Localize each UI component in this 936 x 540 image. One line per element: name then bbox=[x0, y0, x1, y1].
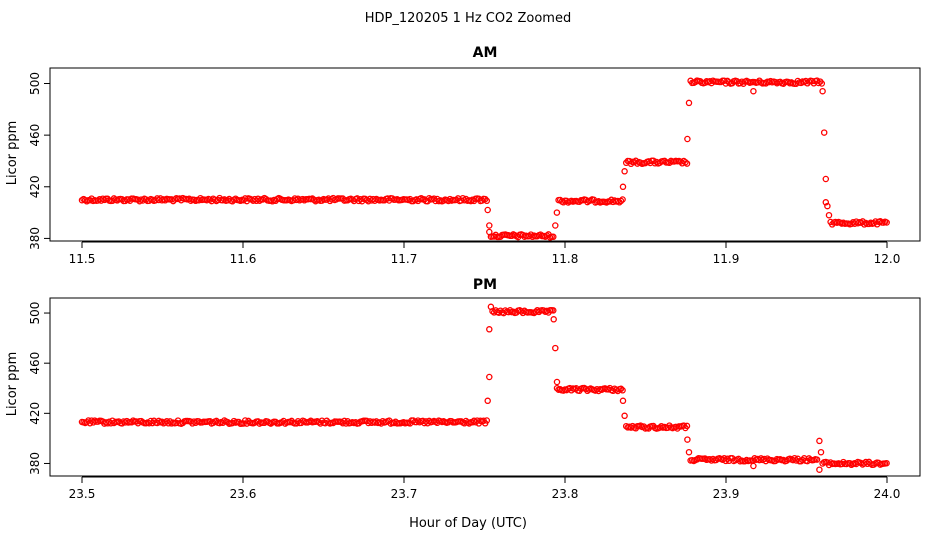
pm-data-point bbox=[470, 417, 478, 425]
pm-data-point bbox=[883, 459, 890, 467]
am-data-point bbox=[483, 197, 491, 205]
am-data-point bbox=[883, 219, 890, 226]
am-data-point bbox=[467, 197, 475, 205]
am-y-tick-label: 420 bbox=[28, 175, 42, 198]
am-transition-point bbox=[822, 199, 830, 206]
pm-y-tick-label: 380 bbox=[28, 452, 42, 475]
am-data-point bbox=[481, 195, 489, 203]
pm-transition-point bbox=[487, 303, 495, 311]
figure-title: HDP_120205 1 Hz CO2 Zoomed bbox=[365, 11, 571, 26]
pm-data-point bbox=[757, 455, 765, 462]
am-transition-point bbox=[484, 206, 491, 214]
am-x-tick-label: 11.7 bbox=[391, 252, 418, 266]
am-data-point bbox=[550, 233, 557, 241]
pm-transition-point bbox=[484, 397, 491, 405]
pm-x-tick-label: 23.6 bbox=[230, 487, 257, 501]
am-y-tick-label: 460 bbox=[28, 124, 42, 147]
pm-transition-point bbox=[816, 466, 823, 473]
pm-y-tick-label: 420 bbox=[28, 402, 42, 425]
pm-data-points bbox=[78, 303, 890, 473]
pm-data-point bbox=[813, 456, 821, 463]
am-x-tick-label: 11.6 bbox=[230, 252, 257, 266]
am-transition-point bbox=[819, 87, 826, 95]
am-data-point bbox=[682, 158, 689, 166]
pm-transition-point bbox=[619, 397, 627, 405]
pm-y-tick-label: 500 bbox=[28, 302, 42, 325]
am-transition-point bbox=[552, 222, 559, 229]
pm-transition-point bbox=[552, 344, 559, 352]
pm-transition-point bbox=[486, 373, 493, 381]
pm-transition-point bbox=[553, 378, 561, 386]
pm-transition-point bbox=[685, 448, 693, 456]
am-transition-point bbox=[822, 175, 830, 183]
am-transition-point bbox=[824, 202, 831, 210]
pm-transition-point bbox=[684, 436, 691, 443]
am-transition-point bbox=[750, 87, 757, 95]
am-transition-point bbox=[685, 99, 693, 107]
pm-x-tick-label: 24.0 bbox=[874, 487, 901, 501]
pm-y-tick-label: 460 bbox=[28, 352, 42, 375]
am-y-axis: 380 420 460 500 bbox=[28, 72, 51, 250]
am-transition-point bbox=[684, 135, 691, 143]
pm-transition-point bbox=[486, 326, 493, 333]
am-plot-frame bbox=[49, 67, 921, 242]
am-y-tick-label: 380 bbox=[28, 227, 42, 250]
pm-data-point bbox=[550, 307, 557, 314]
pm-data-point bbox=[155, 417, 163, 425]
pm-data-point bbox=[683, 422, 691, 430]
pm-transition-point bbox=[817, 448, 825, 456]
am-data-point bbox=[815, 79, 822, 87]
am-x-tick-label: 11.9 bbox=[713, 252, 740, 266]
pm-x-axis: 23.5 23.6 23.7 23.8 23.9 24.0 bbox=[69, 476, 901, 501]
pm-transition-point bbox=[816, 437, 823, 445]
am-transition-point bbox=[825, 211, 833, 219]
am-transition-point bbox=[486, 228, 493, 236]
am-data-point bbox=[619, 196, 626, 203]
pm-data-point bbox=[104, 420, 111, 427]
pm-x-tick-label: 23.5 bbox=[69, 487, 96, 501]
am-data-points bbox=[78, 77, 890, 241]
am-panel: AM Licor ppm 11.5 11.6 11.7 11.8 11.9 12.0 38… bbox=[5, 45, 921, 266]
am-x-axis: 11.5 11.6 11.7 11.8 11.9 12.0 bbox=[69, 241, 901, 266]
am-transition-point bbox=[553, 209, 561, 216]
am-y-axis-label: Licor ppm bbox=[5, 121, 20, 186]
am-data-point bbox=[683, 160, 691, 167]
pm-data-point bbox=[617, 385, 625, 393]
pm-data-point bbox=[465, 420, 473, 427]
pm-data-point bbox=[483, 417, 491, 424]
pm-transition-point bbox=[621, 412, 628, 420]
am-x-tick-label: 11.5 bbox=[69, 252, 96, 266]
pm-y-axis-label: Licor ppm bbox=[5, 352, 20, 417]
am-data-point bbox=[136, 197, 143, 205]
am-y-tick-label: 500 bbox=[28, 72, 42, 95]
pm-x-tick-label: 23.7 bbox=[391, 487, 418, 501]
pm-x-tick-label: 23.9 bbox=[713, 487, 740, 501]
am-data-point bbox=[256, 197, 263, 204]
pm-panel: PM Licor ppm 23.5 23.6 23.7 23.8 23.9 24.0 38… bbox=[5, 277, 921, 501]
am-transition-point bbox=[820, 129, 828, 136]
am-transition-point bbox=[486, 222, 493, 229]
am-panel-title: AM bbox=[473, 45, 498, 61]
pm-data-point bbox=[619, 387, 626, 394]
pm-data-point bbox=[637, 422, 644, 429]
pm-transition-point bbox=[750, 462, 757, 470]
pm-transition-point bbox=[550, 316, 557, 323]
pm-plot-frame bbox=[49, 297, 921, 477]
am-transition-point bbox=[619, 183, 627, 191]
pm-y-axis: 380 420 460 500 bbox=[28, 302, 51, 475]
am-data-point bbox=[617, 197, 625, 205]
am-x-tick-label: 12.0 bbox=[874, 252, 901, 266]
pm-panel-title: PM bbox=[473, 277, 497, 293]
am-transition-point bbox=[621, 168, 628, 175]
am-x-tick-label: 11.8 bbox=[552, 252, 579, 266]
am-data-point bbox=[818, 80, 826, 87]
figure-x-axis-label: Hour of Day (UTC) bbox=[409, 516, 527, 531]
pm-x-tick-label: 23.8 bbox=[552, 487, 579, 501]
